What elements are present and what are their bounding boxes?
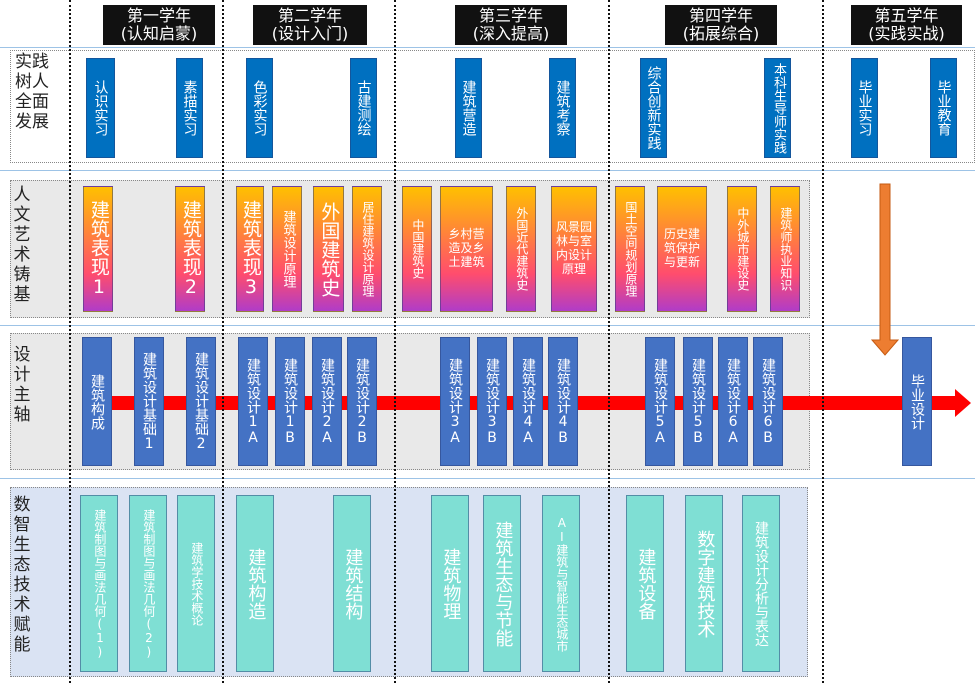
- year-divider: [822, 0, 824, 683]
- course-box: 建筑设计2B: [347, 337, 377, 466]
- year-divider: [69, 0, 71, 683]
- course-box: 建筑营造: [455, 58, 482, 158]
- divider: [0, 47, 975, 48]
- course-box: 建筑设计原理: [272, 186, 302, 312]
- year-title: 第四学年: [688, 6, 753, 25]
- year-subtitle: (实践实战): [868, 24, 945, 43]
- course-box: 建筑设计2A: [312, 337, 342, 466]
- course-box: 建筑表现2: [175, 186, 205, 312]
- course-box: 建筑设计1A: [238, 337, 268, 466]
- divider: [0, 170, 975, 171]
- course-box: 国土空间规划原理: [615, 186, 645, 312]
- course-box: 毕业教育: [930, 58, 957, 158]
- row-label: 实践树人全面发展: [15, 52, 49, 132]
- year-subtitle: (拓展综合): [682, 24, 760, 43]
- divider: [0, 325, 975, 326]
- course-box: 本科生导师实践: [764, 58, 791, 158]
- course-box: 建筑设计3B: [477, 337, 507, 466]
- course-box: 中国建筑史: [402, 186, 432, 312]
- year-header: 第二学年 (设计入门): [253, 5, 367, 45]
- course-box: 认识实习: [86, 58, 115, 158]
- course-box: 建筑设计6A: [718, 337, 748, 466]
- course-box: 建筑设计基础2: [186, 337, 216, 466]
- course-box: 数字建筑技术: [685, 495, 723, 672]
- course-box: 建筑构造: [236, 495, 274, 672]
- course-box: 古建测绘: [350, 58, 377, 158]
- down-arrow: [870, 183, 900, 356]
- course-box: 色彩实习: [246, 58, 273, 158]
- course-box: 居住建筑设计原理: [352, 186, 382, 312]
- row-label: 数智生态技术赋能: [13, 495, 31, 655]
- course-box: 建筑设计5B: [683, 337, 713, 466]
- course-box: 毕业实习: [851, 58, 878, 158]
- course-box: 建筑师执业知识: [770, 186, 800, 312]
- row-label: 人文艺术铸基: [13, 185, 31, 305]
- course-box: 乡村营造及乡土建筑: [440, 186, 493, 312]
- course-box: 建筑制图与画法几何(2): [129, 495, 167, 672]
- course-box: 建筑设计基础1: [134, 337, 164, 466]
- year-subtitle: (深入提高): [472, 24, 550, 43]
- course-box: 建筑物理: [431, 495, 469, 672]
- course-box: 建筑学技术概论: [177, 495, 215, 672]
- course-box: 建筑设计分析与表达: [742, 495, 780, 672]
- course-box: 建筑生态与节能: [483, 495, 521, 672]
- row-label: 设计主轴: [13, 345, 31, 425]
- year-divider: [222, 0, 224, 683]
- course-box: 外国建筑史: [313, 186, 344, 312]
- year-header: 第五学年 (实践实战): [851, 5, 962, 45]
- course-box: 建筑考察: [549, 58, 576, 158]
- course-box: 历史建筑保护与更新: [657, 186, 707, 312]
- course-box: 综合创新实践: [640, 58, 667, 158]
- course-box: 建筑表现1: [83, 186, 113, 312]
- year-divider: [394, 0, 396, 683]
- course-box: 建筑设计3A: [440, 337, 470, 466]
- year-title: 第二学年: [277, 6, 342, 25]
- course-box: 建筑设计1B: [275, 337, 305, 466]
- divider: [0, 478, 975, 479]
- course-box: 素描实习: [176, 58, 203, 158]
- course-box: 建筑设计5A: [645, 337, 675, 466]
- course-box: 风景园林与室内设计原理: [551, 186, 597, 312]
- year-header: 第四学年 (拓展综合): [665, 5, 777, 45]
- year-header: 第一学年 (认知启蒙): [103, 5, 215, 45]
- year-title: 第一学年: [126, 6, 191, 25]
- year-header: 第三学年 (深入提高): [455, 5, 567, 45]
- course-box: 建筑制图与画法几何(1): [80, 495, 118, 672]
- course-box: AI建筑与智能生态城市: [542, 495, 580, 672]
- course-box: 外国近代建筑史: [506, 186, 536, 312]
- course-box: 建筑表现3: [236, 186, 264, 312]
- course-box: 建筑构成: [82, 337, 112, 466]
- course-box: 建筑设备: [626, 495, 664, 672]
- course-box: 建筑结构: [333, 495, 371, 672]
- course-box: 毕业设计: [902, 337, 932, 466]
- course-box: 建筑设计4A: [513, 337, 543, 466]
- course-box: 建筑设计4B: [548, 337, 578, 466]
- course-box: 中外城市建设史: [727, 186, 757, 312]
- course-box: 建筑设计6B: [753, 337, 783, 466]
- year-title: 第五学年: [874, 6, 939, 25]
- year-divider: [608, 0, 610, 683]
- year-title: 第三学年: [478, 6, 543, 25]
- year-subtitle: (设计入门): [271, 24, 349, 43]
- year-subtitle: (认知启蒙): [120, 24, 198, 43]
